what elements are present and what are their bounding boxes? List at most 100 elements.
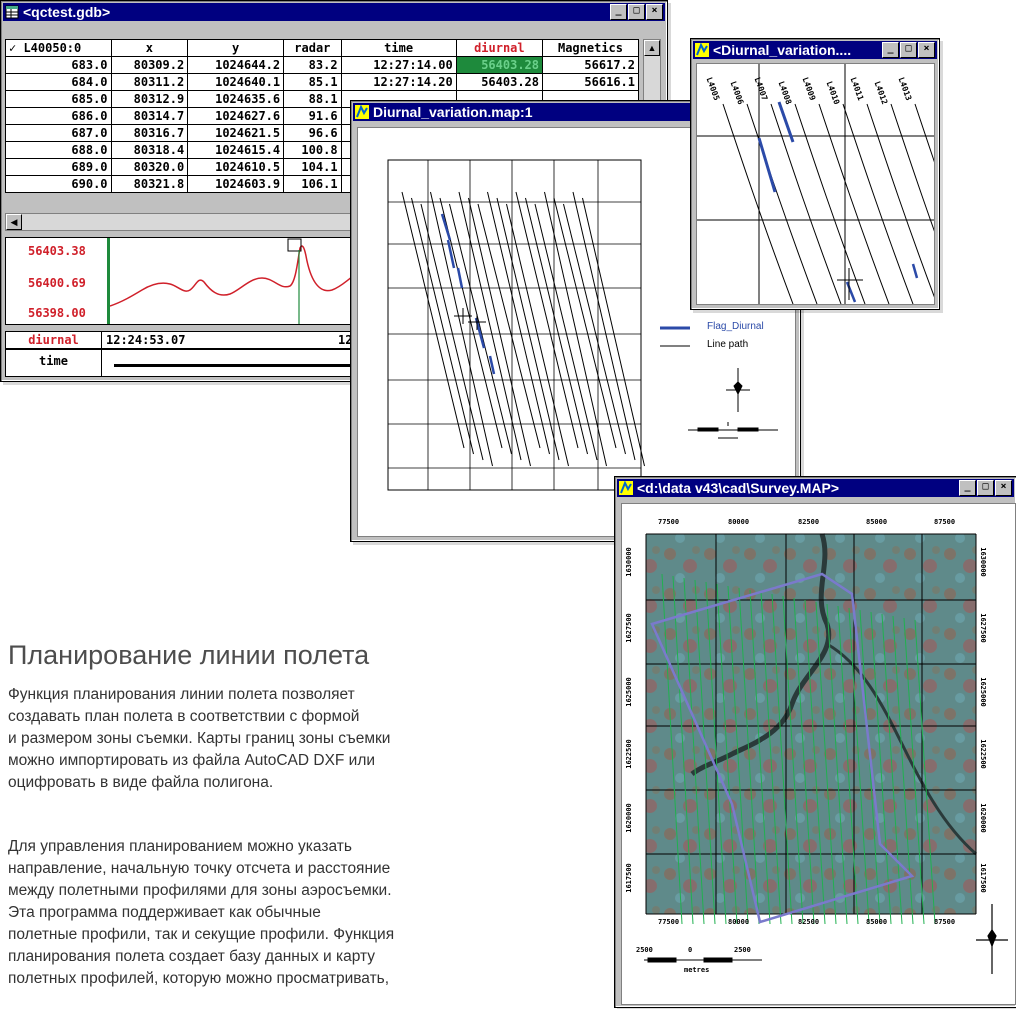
table-cell[interactable]: 687.0: [5, 124, 112, 142]
page-heading: Планирование линии полета: [8, 640, 370, 670]
maximize-button[interactable]: □: [900, 42, 917, 58]
diurnal-map-titlebar[interactable]: Diurnal_variation.map:1: [353, 103, 798, 121]
diurnal-zoom-canvas[interactable]: L4005 L4006 L4007 L4008 L4009 L4010 L4011 L4012…: [696, 63, 935, 305]
table-cell[interactable]: 690.0: [5, 175, 112, 193]
minimize-button[interactable]: _: [610, 4, 627, 20]
column-header[interactable]: ✓ L40050:0: [5, 39, 112, 57]
column-header[interactable]: time: [340, 39, 457, 57]
table-cell[interactable]: 688.0: [5, 141, 112, 159]
intro-paragraph: Функция планирования линии полета позвол…: [8, 684, 390, 794]
table-cell[interactable]: 1024610.5: [187, 158, 285, 176]
minimize-button[interactable]: _: [959, 480, 976, 496]
table-cell[interactable]: 56403.28: [455, 56, 544, 74]
table-cell[interactable]: 96.6: [283, 124, 342, 142]
table-cell[interactable]: 100.8: [283, 141, 342, 159]
table-row[interactable]: 684.0 80311.2 1024640.1 85.1 12:27:14.20 5640…: [5, 73, 639, 91]
paragraph-line: полетные профили, так и секущие профили.…: [8, 926, 395, 943]
table-cell[interactable]: 106.1: [283, 175, 342, 193]
flight-line: [468, 197, 531, 467]
table-cell[interactable]: 1024640.1: [187, 73, 285, 91]
close-button[interactable]: ×: [918, 42, 935, 58]
x-channel-name[interactable]: time: [6, 350, 102, 376]
table-cell[interactable]: 56616.1: [542, 73, 639, 91]
table-cell[interactable]: 80314.7: [110, 107, 189, 125]
minimize-button[interactable]: _: [882, 42, 899, 58]
table-cell[interactable]: 104.1: [283, 158, 342, 176]
flight-line: [914, 103, 934, 163]
map-tick-label: 1625000: [978, 677, 987, 707]
flight-line: [563, 203, 626, 455]
scroll-up-arrow-icon[interactable]: ▲: [644, 40, 660, 56]
table-cell[interactable]: 1024635.6: [187, 90, 285, 108]
map-tick-label: 77500: [658, 918, 680, 926]
close-button[interactable]: ×: [995, 480, 1012, 496]
scroll-left-arrow-icon[interactable]: ◀: [6, 214, 22, 230]
profile-axis-bar: [107, 238, 110, 324]
table-cell[interactable]: 12:27:14.00: [340, 56, 457, 74]
column-header[interactable]: diurnal: [455, 39, 544, 57]
flight-line: [722, 103, 794, 304]
table-cell[interactable]: 85.1: [283, 73, 342, 91]
table-cell[interactable]: 1024627.6: [187, 107, 285, 125]
survey-map-titlebar[interactable]: <d:\data v43\cad\Survey.MAP> _ □ ×: [617, 479, 1014, 497]
table-cell[interactable]: 88.1: [283, 90, 342, 108]
planned-flight-line: [881, 613, 903, 925]
planned-flight-line: [683, 577, 705, 925]
table-cell[interactable]: 1024644.2: [187, 56, 285, 74]
table-cell[interactable]: 80312.9: [110, 90, 189, 108]
diurnal-flag-segment: [440, 213, 452, 241]
table-cell[interactable]: 56617.2: [542, 56, 639, 74]
column-header[interactable]: Magnetics: [542, 39, 639, 57]
survey-map-canvas[interactable]: 77500 80000 82500 85000 87500 77500 80000 82500…: [621, 503, 1016, 1005]
map-tick-label: 85000: [866, 918, 888, 926]
map-tick-label: 1622500: [624, 739, 633, 769]
table-row[interactable]: 683.0 80309.2 1024644.2 83.2 12:27:14.00 5640…: [5, 56, 639, 74]
planned-flight-line: [804, 599, 826, 925]
planned-flight-line: [738, 587, 760, 925]
maximize-button[interactable]: □: [977, 480, 994, 496]
flight-line: [842, 103, 914, 304]
table-cell[interactable]: 83.2: [283, 56, 342, 74]
table-cell[interactable]: 80309.2: [110, 56, 189, 74]
planned-flight-line: [694, 579, 716, 925]
flight-line: [449, 203, 512, 455]
table-cell[interactable]: 12:27:14.20: [340, 73, 457, 91]
table-cell[interactable]: 689.0: [5, 158, 112, 176]
planned-flight-line: [771, 593, 793, 925]
table-cell[interactable]: 80316.7: [110, 124, 189, 142]
planned-flight-line: [815, 601, 837, 925]
column-header[interactable]: x: [110, 39, 189, 57]
column-header[interactable]: y: [187, 39, 285, 57]
table-cell[interactable]: 1024603.9: [187, 175, 285, 193]
flight-line: [506, 203, 569, 467]
diurnal-zoom-titlebar[interactable]: <Diurnal_variation.... _ □ ×: [693, 41, 937, 59]
column-header[interactable]: radar: [283, 39, 342, 57]
database-titlebar[interactable]: <qctest.gdb> _ □ ×: [3, 3, 665, 21]
table-cell[interactable]: 1024615.4: [187, 141, 285, 159]
diurnal-zoom-title: <Diurnal_variation....: [713, 42, 852, 58]
paragraph-line: Для управления планированием можно указа…: [8, 838, 352, 855]
paragraph-line: направление, начальную точку отсчета и р…: [8, 860, 391, 877]
table-cell[interactable]: 1024621.5: [187, 124, 285, 142]
maximize-button[interactable]: □: [628, 4, 645, 20]
map-tick-label: 0: [688, 946, 693, 954]
table-cell[interactable]: 684.0: [5, 73, 112, 91]
flight-line: [458, 191, 522, 461]
table-cell[interactable]: 685.0: [5, 90, 112, 108]
table-cell[interactable]: 80321.8: [110, 175, 189, 193]
channel-name[interactable]: diurnal: [6, 332, 102, 348]
table-cell[interactable]: 91.6: [283, 107, 342, 125]
table-cell[interactable]: 80318.4: [110, 141, 189, 159]
flight-line: [866, 103, 934, 298]
table-cell[interactable]: 686.0: [5, 107, 112, 125]
table-cell[interactable]: 80320.0: [110, 158, 189, 176]
map-icon: [355, 105, 369, 119]
table-cell[interactable]: 80311.2: [110, 73, 189, 91]
table-cell[interactable]: 683.0: [5, 56, 112, 74]
table-cell[interactable]: 56403.28: [455, 73, 544, 91]
table-row[interactable]: 685.0 80312.9 1024635.6 88.1: [5, 90, 639, 108]
close-button[interactable]: ×: [646, 4, 663, 20]
planned-flight-line: [705, 581, 727, 925]
profile-max-label: 56403.38: [28, 244, 86, 258]
diurnal-map-title: Diurnal_variation.map:1: [373, 104, 533, 120]
